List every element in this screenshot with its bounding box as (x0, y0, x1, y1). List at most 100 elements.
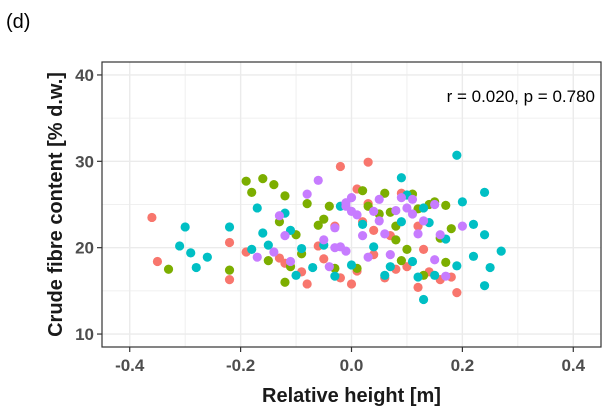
scatter-point (479, 187, 490, 198)
scatter-point (224, 222, 235, 232)
panel-label: (d) (6, 11, 30, 33)
scatter-point (479, 230, 490, 240)
scatter-point (313, 175, 323, 185)
scatter-point (319, 254, 329, 264)
scatter-point (302, 279, 312, 289)
scatter-point (430, 199, 440, 210)
grid (102, 62, 601, 347)
y-tick-labels: 10 20 30 40 (75, 66, 94, 344)
scatter-point (163, 264, 174, 274)
scatter-point (374, 194, 384, 204)
scatter-point (441, 271, 451, 281)
scatter-point (363, 252, 373, 262)
scatter-point (224, 237, 235, 248)
scatter-point (341, 246, 351, 256)
scatter-point (330, 223, 340, 233)
x-tick-label: -0.2 (226, 356, 255, 375)
scatter-point (252, 252, 262, 262)
scatter-point (380, 188, 390, 198)
scatter-point (330, 271, 340, 281)
scatter-point (452, 261, 462, 271)
scatter-point (407, 209, 418, 219)
scatter-point (191, 262, 201, 273)
scatter-point (247, 244, 257, 255)
correlation-annotation: r = 0.020, p = 0.780 (447, 87, 595, 106)
scatter-point (391, 235, 401, 245)
scatter-point (247, 187, 257, 198)
scatter-point (202, 252, 212, 262)
scatter-point (407, 256, 418, 267)
scatter-point (369, 206, 379, 217)
scatter-point (313, 220, 323, 230)
scatter-point (369, 242, 379, 252)
scatter-point (374, 216, 384, 226)
scatter-point (413, 282, 423, 293)
scatter-point (147, 212, 157, 223)
scatter-point (330, 243, 340, 253)
scatter-point (302, 189, 312, 199)
scatter-point (430, 255, 440, 265)
scatter-point (224, 265, 235, 275)
scatter-point (402, 203, 412, 213)
scatter-point (319, 235, 329, 245)
scatter-point (357, 219, 368, 229)
scatter-point (263, 256, 273, 266)
scatter-point (269, 247, 279, 257)
scatter-point (396, 217, 406, 227)
scatter-point (252, 203, 262, 213)
y-tick-label: 10 (75, 325, 94, 344)
scatter-point (357, 230, 368, 241)
scatter-point (485, 262, 495, 273)
scatter-point (457, 221, 467, 231)
scatter-point (430, 270, 440, 280)
scatter-point (418, 203, 429, 213)
scatter-point (435, 230, 445, 240)
scatter-point (413, 272, 423, 282)
scatter-point (319, 214, 329, 224)
axis-ticks (97, 74, 574, 352)
scatter-point (324, 262, 334, 272)
scatter-point (363, 157, 373, 167)
x-tick-label: -0.4 (115, 356, 145, 375)
scatter-point (352, 210, 362, 220)
scatter-point (452, 150, 462, 160)
scatter-point (357, 186, 368, 196)
x-tick-label: 0.2 (451, 356, 475, 375)
scatter-point (346, 279, 357, 289)
x-axis-title: Relative height [m] (262, 385, 441, 407)
scatter-point (224, 275, 235, 285)
scatter-point (274, 211, 285, 221)
scatter-point (479, 281, 490, 291)
scatter-point (396, 173, 406, 183)
scatter-point (346, 192, 357, 203)
scatter-point (441, 200, 451, 210)
scatter-point (175, 241, 185, 251)
y-tick-label: 30 (75, 152, 94, 171)
x-tick-labels: -0.4 -0.2 0.0 0.2 0.4 (115, 356, 586, 375)
scatter-point (280, 230, 290, 241)
scatter-point (258, 228, 268, 238)
scatter-point (280, 191, 290, 201)
scatter-point (496, 246, 506, 256)
scatter-point (263, 240, 273, 250)
scatter-point (402, 244, 412, 255)
scatter-point (308, 262, 318, 273)
scatter-point (186, 248, 196, 258)
scatter-point (396, 256, 406, 266)
scatter-point (468, 219, 479, 229)
scatter-point (297, 243, 307, 254)
scatter-point (391, 205, 401, 216)
scatter-point (346, 260, 357, 270)
scatter-point (258, 173, 268, 184)
y-axis-title: Crude fibre content [% d.w.] (45, 72, 67, 337)
scatter-point (385, 262, 395, 272)
scatter-point (452, 287, 462, 298)
scatter-point (418, 294, 429, 305)
scatter-point (302, 199, 312, 209)
scatter-point (180, 222, 190, 232)
scatter-point (291, 270, 301, 280)
scatter-point (457, 197, 467, 207)
scatter-point (335, 161, 346, 172)
y-tick-label: 20 (75, 239, 94, 258)
